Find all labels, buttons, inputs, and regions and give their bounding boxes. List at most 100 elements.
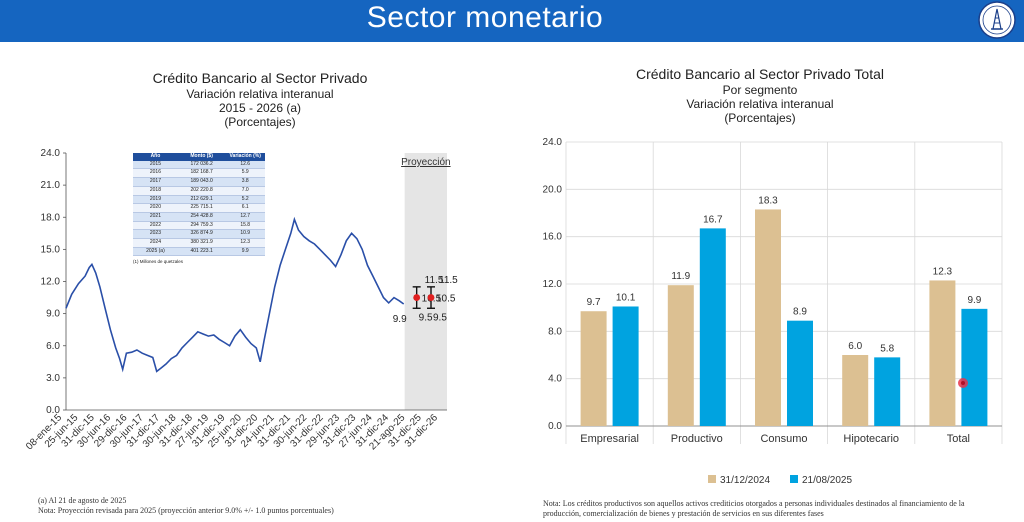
table-cell: 294 759.3 bbox=[190, 221, 213, 228]
y-tick-label: 8.0 bbox=[548, 326, 562, 337]
y-tick-label: 3.0 bbox=[46, 373, 60, 384]
table-cell: 2023 bbox=[149, 230, 161, 237]
legend-swatch bbox=[708, 475, 716, 483]
legend-label: 21/08/2025 bbox=[802, 475, 852, 486]
table-row: 2020 225 715.1 6.1 bbox=[133, 204, 265, 213]
credit-growth-line bbox=[65, 216, 405, 373]
y-tick-label: 21.0 bbox=[41, 180, 61, 191]
credit-growth-line-chart: Proyección 0.0 3.0 6.0 9.0 12.0 15.0 18.0 21.0 2… bbox=[24, 148, 458, 452]
projection-high-label: 11.5 bbox=[425, 275, 444, 286]
table-header: Año Monto ($) Variación (%) bbox=[133, 153, 265, 161]
table-row: 2017 189 043.0 3.8 bbox=[133, 178, 265, 187]
table-cell: 10.9 bbox=[240, 230, 251, 237]
bar bbox=[842, 355, 869, 426]
legend-item: 31/12/2024 bbox=[708, 475, 770, 486]
table-cell: 172 036.2 bbox=[190, 160, 213, 167]
slide-header: Sector monetario bbox=[0, 0, 1024, 42]
y-tick-label: 4.0 bbox=[548, 374, 562, 385]
left-note-2: Nota: Proyección revisada para 2025 (pro… bbox=[38, 506, 334, 515]
bar-value-label: 9.9 bbox=[967, 295, 981, 306]
right-bars: 9.7 10.1 11.9 16.7 18.3 8.9 6.0 5.8 12.3 9.9 bbox=[580, 195, 988, 426]
right-note: Nota: Los créditos productivos son aquel… bbox=[543, 499, 965, 518]
table-cell: 189 043.0 bbox=[190, 178, 213, 185]
left-chart-subtitle-2: 2015 - 2026 (a) bbox=[218, 101, 302, 115]
left-note-1: (a) Al 21 de agosto de 2025 bbox=[38, 496, 127, 505]
chart-legend: 31/12/2024 21/08/2025 bbox=[708, 475, 852, 486]
right-x-axis: Empresarial Productivo Consumo Hipotecario T… bbox=[580, 433, 970, 445]
table-row: 2019 212 629.1 5.2 bbox=[133, 195, 265, 205]
table-cell: 2022 bbox=[149, 221, 161, 228]
projection-high-label: 11.5 bbox=[439, 275, 458, 286]
table-cell: 2020 bbox=[149, 204, 161, 211]
table-cell: 7.0 bbox=[241, 186, 249, 193]
left-chart-title-block: Crédito Bancario al Sector Privado Varia… bbox=[110, 70, 410, 129]
table-cell: 182 168.7 bbox=[190, 169, 213, 176]
table-cell: 2019 bbox=[149, 195, 161, 202]
legend-item: 21/08/2025 bbox=[790, 475, 852, 486]
y-tick-label: 0.0 bbox=[46, 405, 60, 416]
table-cell: 2016 bbox=[149, 169, 161, 176]
bank-seal-icon bbox=[978, 1, 1016, 39]
table-row: 2022 294 759.3 15.8 bbox=[133, 221, 265, 231]
projection-center-label: 10.5 bbox=[436, 294, 456, 305]
y-tick-label: 15.0 bbox=[41, 244, 61, 255]
annual-credit-table: Año Monto ($) Variación (%) 2015 172 036.2 1… bbox=[133, 153, 265, 266]
left-x-axis: 08-ene-1525-jun-1531-dic-1530-jun-1629-d… bbox=[24, 412, 440, 452]
y-tick-label: 24.0 bbox=[41, 148, 61, 159]
bar-value-label: 5.8 bbox=[880, 343, 894, 354]
y-tick-label: 16.0 bbox=[543, 232, 563, 243]
table-body: 2015 172 036.2 12.6 2016 182 168.7 5.9 2017 189… bbox=[133, 160, 265, 257]
table-cell: 2017 bbox=[149, 178, 161, 185]
table-cell: 225 715.1 bbox=[190, 204, 213, 211]
y-tick-label: 12.0 bbox=[543, 279, 563, 290]
table-cell: 12.7 bbox=[240, 212, 251, 219]
bar-value-label: 18.3 bbox=[758, 195, 778, 206]
table-header-cell: Variación (%) bbox=[229, 153, 261, 159]
right-chart-subtitle-3: (Porcentajes) bbox=[724, 111, 796, 125]
left-chart-subtitle-1: Variación relativa interanual bbox=[186, 87, 334, 101]
bar bbox=[787, 320, 813, 426]
category-label: Consumo bbox=[760, 433, 807, 445]
right-chart-subtitle-2: Variación relativa interanual bbox=[686, 97, 834, 111]
table-cell: 202 220.8 bbox=[190, 186, 213, 193]
y-tick-label: 12.0 bbox=[41, 277, 61, 288]
table-footnote: (1) Millones de quetzales bbox=[133, 259, 184, 265]
table-cell: 212 629.1 bbox=[190, 195, 213, 202]
table-cell: 380 321.9 bbox=[190, 239, 213, 246]
bar bbox=[929, 280, 956, 426]
table-header-cell: Año bbox=[150, 153, 161, 159]
projection-center-point bbox=[427, 294, 435, 301]
left-notes: (a) Al 21 de agosto de 2025 Nota: Proyec… bbox=[38, 496, 478, 516]
bar-value-label: 9.7 bbox=[587, 297, 601, 308]
right-chart-subtitle-1: Por segmento bbox=[722, 83, 798, 97]
table-cell: 2021 bbox=[149, 212, 161, 219]
page-title: Sector monetario bbox=[366, 1, 604, 34]
legend-label: 31/12/2024 bbox=[720, 475, 770, 486]
table-cell: 15.8 bbox=[240, 221, 251, 228]
bar bbox=[699, 228, 726, 426]
bar-value-label: 16.7 bbox=[703, 214, 723, 225]
table-cell: 326 874.9 bbox=[190, 230, 213, 237]
credit-by-segment-bar-chart: 0.0 4.0 8.0 12.0 16.0 20.0 24.0 9.7 10.1 11.9 16.… bbox=[543, 137, 1003, 486]
y-tick-label: 24.0 bbox=[543, 137, 563, 148]
table-cell: 3.8 bbox=[241, 178, 249, 185]
category-label: Total bbox=[947, 433, 970, 445]
left-chart-title: Crédito Bancario al Sector Privado bbox=[152, 70, 368, 86]
right-chart-title: Crédito Bancario al Sector Privado Total bbox=[636, 66, 884, 82]
bar-value-label: 8.9 bbox=[793, 307, 807, 318]
y-tick-label: 6.0 bbox=[46, 341, 60, 352]
table-row: 2024 380 321.9 12.3 bbox=[133, 239, 265, 248]
projection-center-point bbox=[413, 294, 421, 301]
table-cell: 254 428.8 bbox=[190, 212, 213, 219]
category-label: Productivo bbox=[671, 433, 723, 445]
y-tick-label: 18.0 bbox=[41, 212, 61, 223]
cursor-pointer-icon bbox=[958, 378, 968, 388]
bar bbox=[580, 311, 607, 426]
projection-marker: 11.5 10.5 9.5 bbox=[427, 275, 458, 323]
bar-value-label: 10.1 bbox=[616, 292, 636, 303]
left-y-axis: 0.0 3.0 6.0 9.0 12.0 15.0 18.0 21.0 24.0 bbox=[41, 148, 447, 416]
category-label: Empresarial bbox=[580, 433, 639, 445]
table-row: 2023 326 874.9 10.9 bbox=[133, 230, 265, 240]
projection-label: Proyección bbox=[401, 157, 450, 168]
table-header-cell: Monto ($) bbox=[190, 153, 213, 159]
